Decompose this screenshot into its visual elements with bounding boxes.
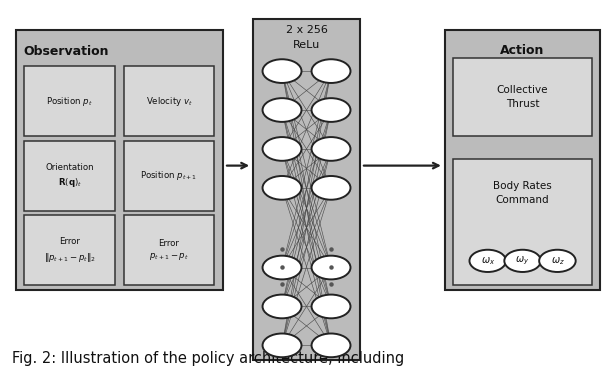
Bar	[453, 159, 592, 285]
Circle shape	[470, 250, 506, 272]
Circle shape	[262, 176, 301, 200]
Bar	[124, 66, 214, 137]
Text: Position $\mathit{p}_t$: Position $\mathit{p}_t$	[46, 95, 93, 108]
Bar	[124, 141, 214, 211]
Circle shape	[312, 59, 351, 83]
Circle shape	[504, 250, 541, 272]
Text: Observation: Observation	[23, 45, 109, 58]
Text: Action: Action	[500, 44, 545, 57]
Text: $\omega_y$: $\omega_y$	[515, 255, 529, 267]
Bar	[445, 31, 600, 290]
Text: Velocity $\mathit{v}_t$: Velocity $\mathit{v}_t$	[146, 95, 192, 108]
Circle shape	[539, 250, 576, 272]
Text: Collective
Thrust: Collective Thrust	[497, 85, 548, 109]
Text: Fig. 2: Illustration of the policy architecture, including: Fig. 2: Illustration of the policy archi…	[12, 351, 404, 366]
Circle shape	[262, 295, 301, 318]
Bar	[24, 66, 115, 137]
Bar	[124, 215, 214, 285]
Text: Error
$\|\mathit{p}_{t+1} - \mathit{p}_t\|_2$: Error $\|\mathit{p}_{t+1} - \mathit{p}_t…	[44, 237, 96, 263]
Text: Body Rates
Command: Body Rates Command	[493, 181, 552, 205]
Bar	[453, 58, 592, 136]
Circle shape	[262, 59, 301, 83]
Bar	[24, 141, 115, 211]
Circle shape	[262, 256, 301, 279]
Text: Error
$\mathit{p}_{t+1} - \mathit{p}_t$: Error $\mathit{p}_{t+1} - \mathit{p}_t$	[149, 238, 189, 262]
Bar	[24, 215, 115, 285]
Text: 2 x 256
ReLu: 2 x 256 ReLu	[285, 25, 328, 49]
Bar	[253, 19, 360, 360]
Circle shape	[312, 137, 351, 161]
Text: Orientation
$\mathbf{R}(\mathbf{q})_t$: Orientation $\mathbf{R}(\mathbf{q})_t$	[46, 163, 94, 189]
Text: Position $\mathit{p}_{t+1}$: Position $\mathit{p}_{t+1}$	[140, 169, 198, 182]
Circle shape	[262, 98, 301, 122]
Circle shape	[262, 137, 301, 161]
Circle shape	[312, 256, 351, 279]
Text: $\omega_z$: $\omega_z$	[550, 255, 564, 267]
Circle shape	[312, 98, 351, 122]
Circle shape	[262, 334, 301, 357]
Circle shape	[312, 176, 351, 200]
Circle shape	[312, 334, 351, 357]
Bar	[16, 31, 223, 290]
Circle shape	[312, 295, 351, 318]
Text: $\omega_x$: $\omega_x$	[481, 255, 495, 267]
